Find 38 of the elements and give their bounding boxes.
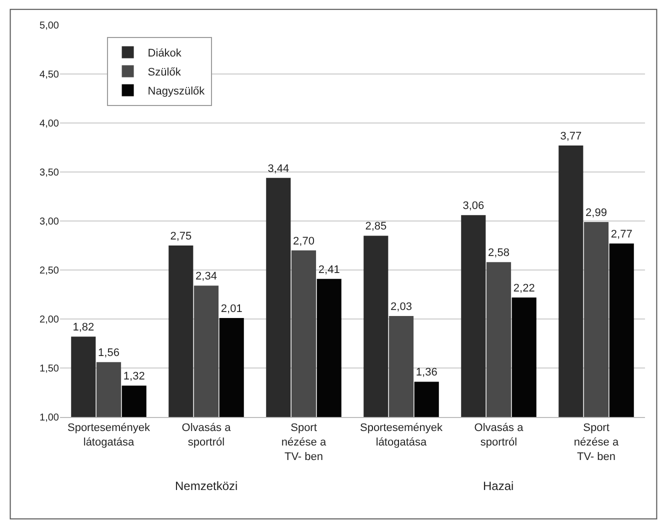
x-tick-label: Sportesemények látogatása xyxy=(360,422,444,448)
data-label: 2,34 xyxy=(196,270,217,283)
data-label: 2,85 xyxy=(365,220,387,233)
data-label: 2,41 xyxy=(318,264,340,276)
y-tick-label: 4,50 xyxy=(40,70,60,80)
y-tick-label: 4,00 xyxy=(40,118,60,130)
data-label: 2,99 xyxy=(586,206,607,219)
data-label: 1,82 xyxy=(72,322,94,334)
legend-label: Szülők xyxy=(148,66,182,79)
data-label: 2,70 xyxy=(293,235,314,248)
y-tick-label: 1,00 xyxy=(40,412,60,424)
data-label: 2,22 xyxy=(513,282,535,294)
text: Nemzetközi xyxy=(175,479,238,493)
y-tick-label: 3,50 xyxy=(40,168,60,178)
data-label: 2,01 xyxy=(220,303,242,316)
data-label: 1,56 xyxy=(98,347,120,360)
y-tick-label: 1,50 xyxy=(40,364,60,374)
x-tick-label: Sport nézése a TV- ben xyxy=(574,422,620,463)
x-tick-label: Olvasás a sportról xyxy=(182,422,232,448)
x-tick-label: Sport nézése a TV- ben xyxy=(281,422,327,463)
data-label: 2,75 xyxy=(170,230,192,242)
data-label: 1,36 xyxy=(416,366,438,379)
text: Hazai xyxy=(483,479,514,493)
y-tick-label: 5,00 xyxy=(40,20,60,32)
data-label: 2,58 xyxy=(488,247,510,260)
y-tick-label: 2,50 xyxy=(40,266,60,276)
data-label: 2,77 xyxy=(610,228,632,241)
x-tick-label: Sportesemények látogatása xyxy=(67,422,151,448)
x-tick-label: Olvasás a sportról xyxy=(474,422,524,448)
legend-label: Nagyszülők xyxy=(148,86,206,98)
data-label: 3,77 xyxy=(560,130,582,143)
data-label: 3,06 xyxy=(462,200,484,212)
legend-label: Diákok xyxy=(148,48,182,60)
y-tick-label: 3,00 xyxy=(40,216,60,228)
data-label: 1,32 xyxy=(123,370,145,383)
data-label: 3,44 xyxy=(268,162,290,175)
y-tick-label: 2,00 xyxy=(40,314,60,326)
data-label: 2,03 xyxy=(390,301,412,314)
